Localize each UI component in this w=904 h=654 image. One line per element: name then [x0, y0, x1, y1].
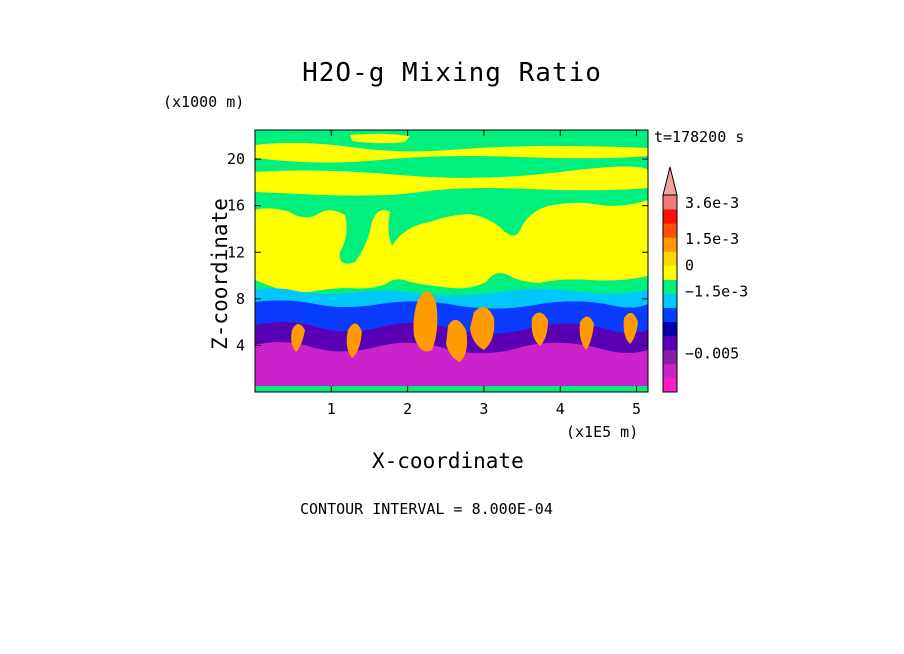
moist-plume [531, 312, 548, 346]
moist-plume [413, 291, 438, 352]
x-tick-label: 4 [556, 400, 565, 418]
colorbar-swatch [663, 293, 677, 309]
colorbar-swatch [663, 335, 677, 351]
moist-plume [446, 319, 468, 362]
colorbar-swatch [663, 209, 677, 224]
colorbar-swatch [663, 307, 677, 323]
colorbar-overflow-arrow [662, 166, 678, 196]
x-axis-ticks: 1 2 3 4 5 [327, 130, 641, 418]
upper-dry-band [350, 133, 410, 144]
y-tick-label: 8 [236, 290, 245, 308]
chart-title: H2O-g Mixing Ratio [302, 58, 602, 88]
contour-interval-note: CONTOUR INTERVAL = 8.000E-04 [300, 500, 553, 518]
x-tick-label: 3 [479, 400, 488, 418]
colorbar-label: 1.5e-3 [685, 230, 739, 248]
moist-plume [470, 307, 495, 350]
colorbar: 3.6e-3 1.5e-3 0 −1.5e-3 −0.005 [662, 166, 748, 393]
moist-plume [291, 324, 305, 352]
x-units-label: (x1E5 m) [566, 423, 639, 441]
moist-plume [346, 323, 362, 358]
colorbar-swatch [663, 279, 677, 294]
dry-mid-region [255, 200, 648, 292]
colorbar-label: 0 [685, 256, 694, 274]
x-tick-label: 2 [403, 400, 412, 418]
colorbar-swatch [663, 265, 677, 280]
colorbar-swatch [663, 251, 677, 266]
moist-plume [579, 316, 594, 350]
plot-frame [254, 129, 649, 393]
z-units-label: (x1000 m) [163, 93, 245, 111]
y-tick-label: 4 [236, 336, 245, 354]
y-tick-label: 20 [227, 150, 245, 168]
y-tick-label: 12 [227, 243, 245, 261]
colorbar-label: 3.6e-3 [685, 194, 739, 212]
colorbar-swatch [663, 321, 677, 337]
time-label: t=178200 s [654, 128, 745, 146]
x-tick-label: 1 [327, 400, 336, 418]
colorbar-swatch [663, 223, 677, 238]
colorbar-frame [662, 194, 678, 393]
x-axis-label: X-coordinate [372, 449, 524, 473]
surface-strip [255, 386, 648, 392]
colorbar-swatch [663, 377, 677, 393]
colorbar-swatch [663, 349, 677, 365]
y-axis-ticks: 4 8 12 16 20 [227, 150, 648, 354]
colorbar-label: −0.005 [685, 344, 739, 362]
upper-dry-band [255, 166, 648, 196]
x-tick-label: 5 [632, 400, 641, 418]
colorbar-swatch [663, 195, 677, 210]
colorbar-swatch [663, 363, 677, 379]
colorbar-label: −1.5e-3 [685, 283, 748, 301]
contour-field [255, 130, 648, 392]
colorbar-swatch [663, 237, 677, 252]
moist-plume [623, 312, 638, 344]
y-tick-label: 16 [227, 197, 245, 215]
upper-dry-band [255, 142, 648, 163]
